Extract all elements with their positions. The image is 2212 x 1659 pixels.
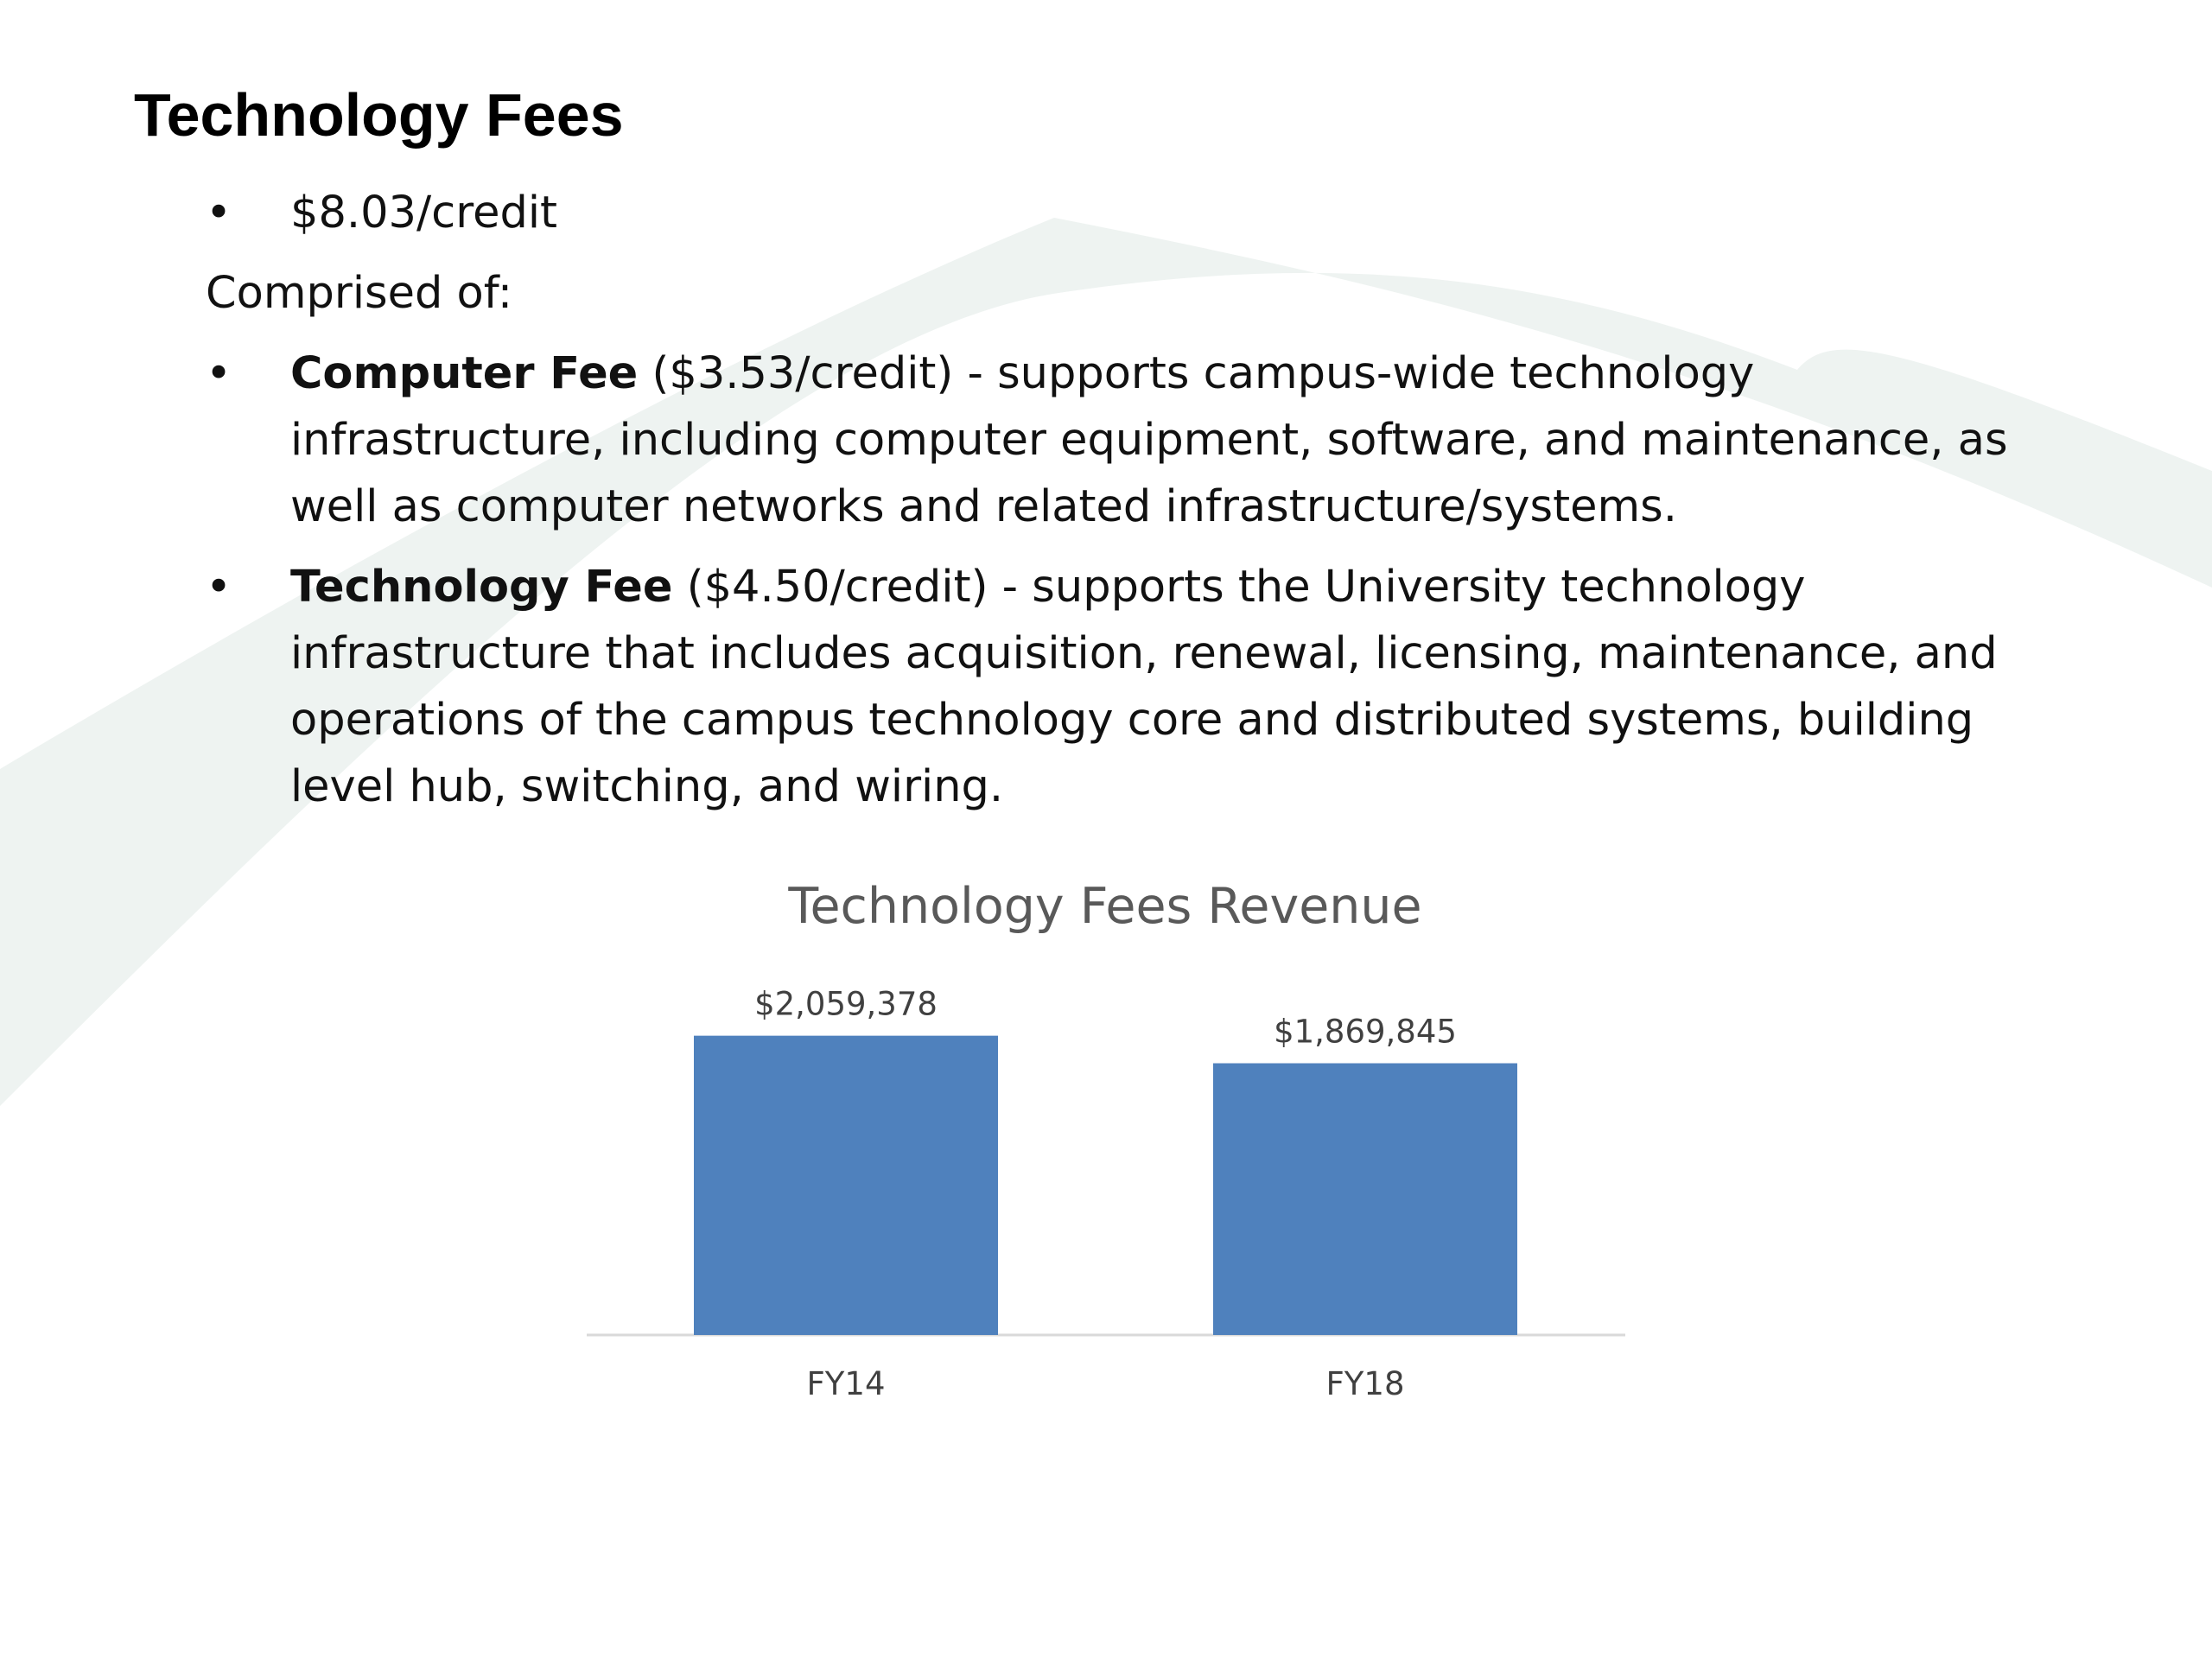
bullet-dot-icon: •	[206, 188, 232, 238]
bar-group: $2,059,378 FY14 $1,869,845 FY18	[694, 986, 1517, 1402]
bullet-dot-icon: •	[206, 348, 232, 399]
content-body: • $8.03/credit Comprised of: • Computer …	[206, 180, 2020, 820]
fee-description: ($3.53/credit) - supports campus-wide te…	[290, 348, 2008, 532]
rate-text: $8.03/credit	[290, 188, 557, 238]
rate-bullet: • $8.03/credit	[206, 180, 2020, 246]
bar-fy14	[694, 1035, 998, 1335]
x-tick-label-fy18: FY18	[1326, 1365, 1405, 1402]
page-title: Technology Fees	[134, 81, 624, 149]
comprised-label: Comprised of:	[206, 268, 513, 319]
fee-item-technology: • Technology Fee ($4.50/credit) - suppor…	[206, 554, 2020, 820]
data-label-fy14: $2,059,378	[754, 986, 938, 1023]
bullet-dot-icon: •	[206, 562, 232, 613]
data-label-fy18: $1,869,845	[1274, 1014, 1457, 1051]
x-tick-label-fy14: FY14	[807, 1365, 886, 1402]
chart-title: Technology Fees Revenue	[787, 878, 1421, 935]
fee-item-computer: • Computer Fee ($3.53/credit) - supports…	[206, 340, 2020, 540]
fee-description: ($4.50/credit) - supports the University…	[290, 562, 1998, 812]
fee-name: Computer Fee	[290, 348, 639, 399]
swoosh-shape	[0, 218, 2212, 1106]
fee-name: Technology Fee	[290, 562, 673, 613]
bar-fy18	[1213, 1063, 1517, 1335]
